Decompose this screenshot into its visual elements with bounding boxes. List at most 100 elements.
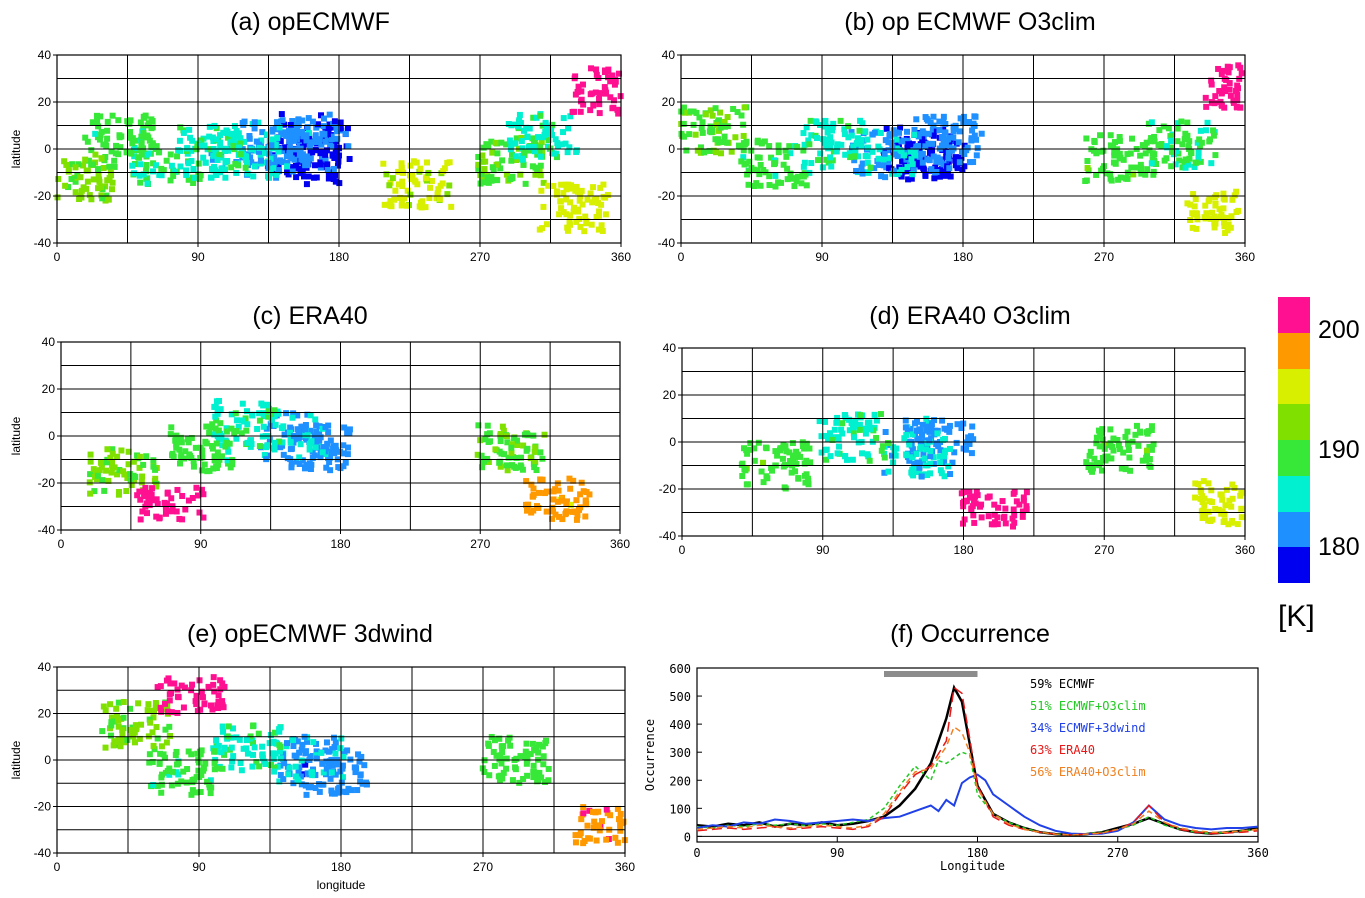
data-point xyxy=(822,432,829,439)
data-point xyxy=(486,772,493,779)
data-point xyxy=(800,172,807,179)
data-point xyxy=(573,218,580,225)
data-point xyxy=(188,791,195,798)
data-point xyxy=(707,123,714,130)
data-point xyxy=(296,460,303,467)
data-point xyxy=(159,771,166,778)
data-point xyxy=(849,456,856,463)
data-point xyxy=(915,133,922,140)
data-point xyxy=(1147,463,1154,470)
data-point xyxy=(152,466,159,473)
data-point xyxy=(1223,76,1230,83)
data-point xyxy=(251,163,258,170)
data-point xyxy=(206,123,213,130)
data-point xyxy=(117,144,124,151)
data-point xyxy=(237,760,244,767)
data-point xyxy=(128,481,135,488)
data-point xyxy=(167,680,174,687)
data-point xyxy=(318,112,325,119)
data-point xyxy=(1108,455,1115,462)
data-point xyxy=(559,497,566,504)
data-point xyxy=(869,131,876,138)
data-point xyxy=(1120,156,1127,163)
data-point xyxy=(243,159,250,166)
data-point xyxy=(562,511,569,518)
data-point xyxy=(340,450,347,457)
data-point xyxy=(1206,498,1213,505)
data-point xyxy=(488,174,495,181)
data-point xyxy=(127,117,134,124)
data-point xyxy=(230,753,237,760)
data-point xyxy=(293,174,300,181)
data-point xyxy=(523,478,530,485)
data-point xyxy=(310,739,317,746)
data-point xyxy=(550,150,557,157)
data-point xyxy=(864,144,871,151)
data-point xyxy=(224,134,231,141)
data-point xyxy=(1139,457,1146,464)
data-point xyxy=(944,136,951,143)
data-point xyxy=(530,114,537,121)
data-point xyxy=(945,155,952,162)
x-tick-label: 270 xyxy=(473,860,493,874)
x-tick-label: 90 xyxy=(191,250,205,264)
data-point xyxy=(199,454,206,461)
data-point xyxy=(309,753,316,760)
data-point xyxy=(178,454,185,461)
data-point xyxy=(244,170,251,177)
data-point xyxy=(522,180,529,187)
data-point xyxy=(228,130,235,137)
data-point xyxy=(229,461,236,468)
data-point xyxy=(340,442,347,449)
data-point xyxy=(966,119,973,126)
data-point xyxy=(69,161,76,168)
data-point xyxy=(873,417,880,424)
data-point xyxy=(1191,203,1198,210)
data-point xyxy=(574,88,581,95)
data-point xyxy=(1207,136,1214,143)
data-point xyxy=(687,108,694,115)
data-point xyxy=(929,126,936,133)
data-point xyxy=(505,121,512,128)
data-point xyxy=(209,706,216,713)
data-point xyxy=(539,134,546,141)
data-point xyxy=(243,737,250,744)
data-point xyxy=(480,179,487,186)
data-point xyxy=(255,141,262,148)
data-point xyxy=(879,443,886,450)
data-point xyxy=(858,143,865,150)
data-point xyxy=(1086,452,1093,459)
data-point xyxy=(513,156,520,163)
data-point xyxy=(335,789,342,796)
data-point xyxy=(242,164,249,171)
data-point xyxy=(129,140,136,147)
data-point xyxy=(934,430,941,437)
data-point xyxy=(298,423,305,430)
data-point xyxy=(307,412,314,419)
data-point xyxy=(158,743,165,750)
data-point xyxy=(255,119,262,126)
data-point xyxy=(1194,139,1201,146)
y-tick-label: 0 xyxy=(668,142,675,156)
y-tick-label: 40 xyxy=(42,335,56,349)
data-point xyxy=(168,495,175,502)
data-point xyxy=(1192,494,1199,501)
data-point xyxy=(303,436,310,443)
data-point xyxy=(227,464,234,471)
data-point xyxy=(857,412,864,419)
data-point xyxy=(603,836,610,843)
data-point xyxy=(585,835,592,842)
data-point xyxy=(523,750,530,757)
data-point xyxy=(1135,442,1142,449)
data-point xyxy=(732,134,739,141)
data-point xyxy=(888,139,895,146)
data-point xyxy=(903,431,910,438)
data-point xyxy=(217,420,224,427)
data-point xyxy=(125,448,132,455)
data-point xyxy=(751,445,758,452)
data-point xyxy=(312,416,319,423)
data-point xyxy=(287,424,294,431)
data-point xyxy=(331,450,338,457)
data-point xyxy=(270,738,277,745)
data-point xyxy=(257,152,264,159)
